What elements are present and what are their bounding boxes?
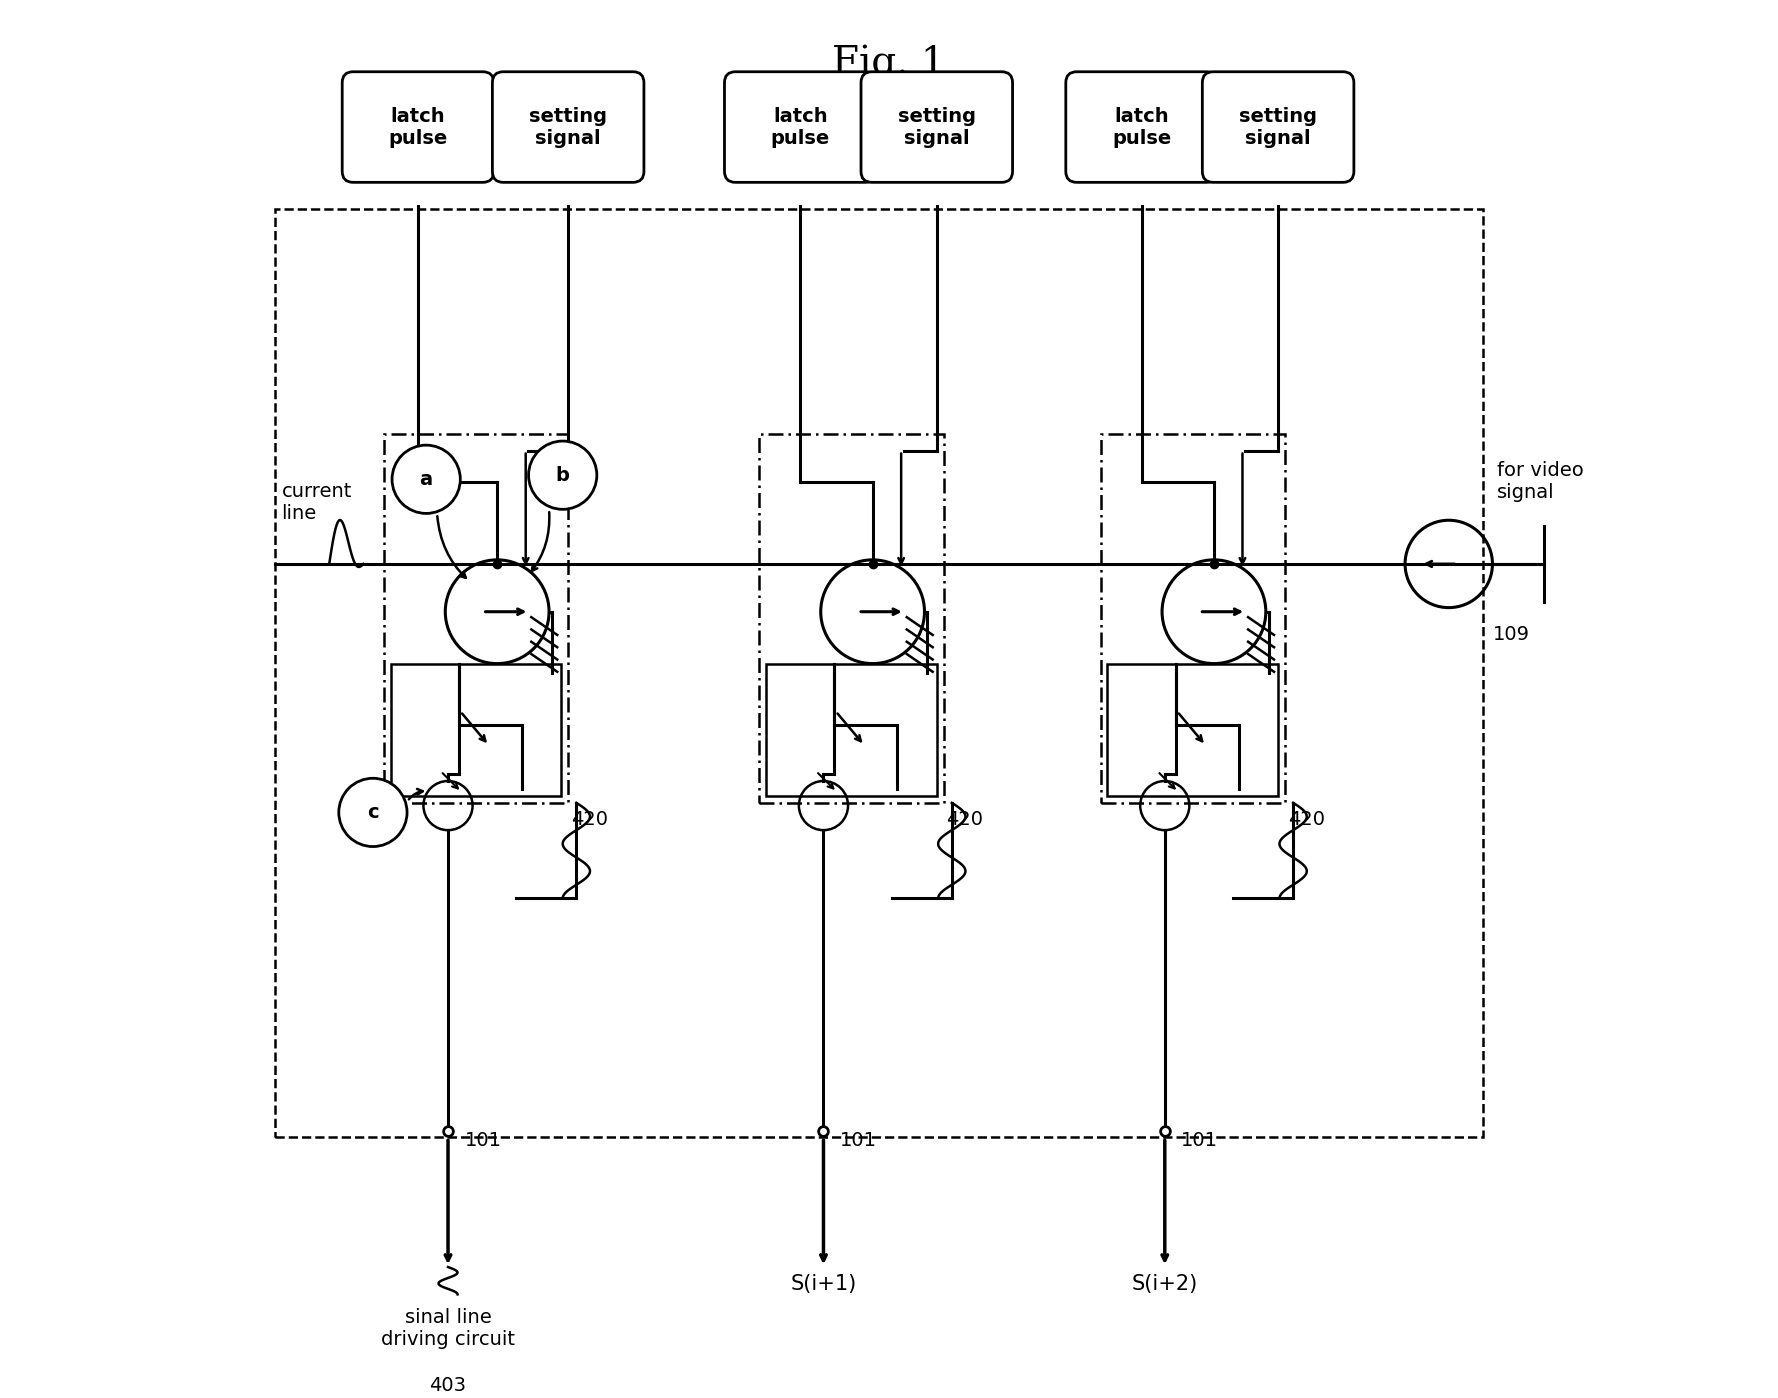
Text: S(i+2): S(i+2)	[1131, 1274, 1198, 1295]
FancyBboxPatch shape	[1202, 71, 1353, 182]
Bar	[759, 435, 944, 802]
Circle shape	[528, 440, 597, 509]
Text: current
line: current line	[281, 482, 352, 523]
Text: S(i+1): S(i+1)	[791, 1274, 857, 1295]
Circle shape	[340, 779, 407, 847]
Text: b: b	[557, 466, 569, 485]
Text: 403: 403	[430, 1376, 466, 1395]
FancyBboxPatch shape	[861, 71, 1012, 182]
Text: 101: 101	[464, 1131, 501, 1149]
Text: Fig. 1: Fig. 1	[832, 45, 946, 82]
Text: 101: 101	[839, 1131, 877, 1149]
Text: a: a	[420, 470, 432, 489]
Text: latch
pulse: latch pulse	[770, 106, 830, 148]
Text: setting
signal: setting signal	[1239, 106, 1317, 148]
Text: latch
pulse: latch pulse	[388, 106, 448, 148]
Text: sinal line
driving circuit: sinal line driving circuit	[380, 1309, 516, 1349]
Text: c: c	[366, 802, 379, 822]
Text: 420: 420	[946, 809, 983, 829]
Bar	[1108, 664, 1278, 795]
Circle shape	[391, 445, 461, 513]
Text: latch
pulse: latch pulse	[1111, 106, 1172, 148]
Text: 109: 109	[1492, 625, 1529, 644]
Text: 420: 420	[571, 809, 608, 829]
Text: setting
signal: setting signal	[898, 106, 976, 148]
Bar	[1101, 435, 1285, 802]
Bar	[274, 208, 1483, 1138]
Text: setting
signal: setting signal	[530, 106, 606, 148]
Text: 420: 420	[1287, 809, 1325, 829]
FancyBboxPatch shape	[341, 71, 494, 182]
FancyBboxPatch shape	[493, 71, 644, 182]
Text: for video
signal: for video signal	[1497, 461, 1582, 502]
Bar	[391, 664, 562, 795]
FancyBboxPatch shape	[724, 71, 877, 182]
Bar	[384, 435, 569, 802]
Text: 101: 101	[1181, 1131, 1218, 1149]
FancyBboxPatch shape	[1065, 71, 1218, 182]
Bar	[766, 664, 937, 795]
